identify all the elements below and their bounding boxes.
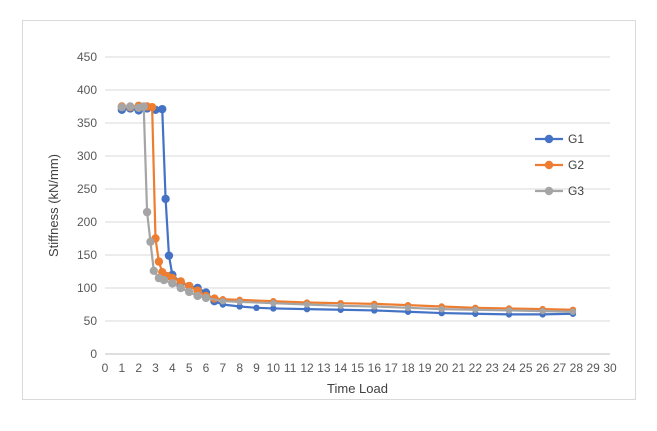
legend-marker [544, 134, 554, 144]
data-point [184, 287, 194, 297]
y-tick-label: 0 [90, 347, 97, 361]
data-point [193, 291, 202, 301]
data-point [270, 299, 277, 307]
data-point [176, 283, 185, 293]
y-tick-label: 450 [77, 50, 97, 64]
x-tick-label: 24 [502, 361, 516, 375]
x-tick-label: 20 [435, 361, 449, 375]
data-point [472, 306, 479, 313]
x-tick-label: 4 [169, 361, 176, 375]
data-point [149, 266, 159, 276]
data-point [164, 251, 174, 260]
data-point [139, 102, 148, 111]
data-point [236, 298, 243, 306]
series-layer [117, 101, 577, 318]
x-tick-label: 0 [102, 361, 109, 375]
y-tick-label: 100 [77, 281, 97, 295]
x-tick-label: 19 [418, 361, 432, 375]
grid-layer [105, 56, 610, 355]
x-tick-label: 25 [519, 361, 533, 375]
data-point [147, 102, 157, 112]
x-tick-label: 28 [570, 361, 584, 375]
x-tick-label: 27 [553, 361, 567, 375]
legend-item-g2: G2 [535, 158, 584, 172]
x-tick-label: 10 [267, 361, 281, 375]
data-point [146, 237, 155, 246]
legend-item-g3: G3 [535, 184, 584, 198]
series-line [121, 104, 573, 311]
x-tick-label: 9 [253, 361, 260, 375]
data-point [569, 308, 577, 315]
data-point [154, 257, 164, 266]
data-point [253, 304, 260, 311]
x-tick-label: 3 [152, 361, 159, 375]
data-point [539, 307, 546, 315]
data-point [303, 301, 311, 308]
data-point [371, 303, 378, 310]
x-tick-label: 30 [603, 361, 617, 375]
x-axis-title: Time Load [327, 381, 388, 396]
x-tick-label: 12 [300, 361, 314, 375]
x-tick-label: 17 [384, 361, 398, 375]
y-tick-label: 350 [77, 116, 97, 130]
x-tick-label: 26 [536, 361, 550, 375]
legend-label: G2 [568, 158, 584, 172]
x-tick-label: 15 [351, 361, 365, 375]
data-point [176, 277, 185, 286]
y-axis-title: Stiffness (kN/mm) [46, 154, 61, 257]
x-tick-labels: 0 1 2 3 4 5 6 7 8 9 10 11 12 13 14 15 16 17 18 19 20 21 22 23 24… [102, 361, 617, 375]
x-tick-label: 8 [236, 361, 243, 375]
legend-label: G3 [568, 184, 584, 198]
y-tick-label: 400 [77, 83, 97, 97]
y-tick-label: 250 [77, 182, 97, 196]
data-point [161, 194, 170, 204]
series-line [121, 105, 573, 313]
data-point [505, 307, 513, 314]
data-point [117, 102, 127, 112]
data-point [158, 104, 167, 114]
data-point [303, 305, 311, 313]
legend-label: G1 [568, 132, 584, 146]
y-tick-labels: 0 50 100 150 200 250 300 350 400 450 [77, 50, 97, 361]
x-tick-label: 5 [186, 361, 193, 375]
x-tick-label: 22 [469, 361, 483, 375]
legend-marker [544, 186, 554, 196]
data-point [236, 303, 243, 310]
x-tick-label: 18 [401, 361, 415, 375]
x-tick-label: 6 [203, 361, 210, 375]
data-point [438, 305, 445, 313]
legend-marker [544, 160, 554, 170]
x-tick-label: 2 [135, 361, 142, 375]
y-tick-label: 200 [77, 215, 97, 229]
legend: G1 G2 G3 [535, 132, 584, 198]
x-tick-label: 11 [284, 361, 297, 375]
legend-item-g1: G1 [535, 132, 584, 146]
x-tick-label: 29 [586, 361, 600, 375]
x-tick-label: 1 [118, 361, 125, 375]
y-tick-label: 50 [84, 314, 98, 328]
data-point [201, 293, 211, 303]
series-g2 [117, 101, 577, 313]
x-tick-label: 13 [317, 361, 331, 375]
data-point [184, 281, 194, 291]
y-tick-label: 150 [77, 248, 97, 262]
data-point [219, 298, 227, 305]
series-g3 [117, 102, 577, 315]
x-tick-label: 14 [334, 361, 348, 375]
x-tick-label: 7 [219, 361, 226, 375]
y-tick-label: 300 [77, 149, 97, 163]
data-point [142, 207, 152, 217]
x-tick-label: 23 [485, 361, 499, 375]
data-point [404, 304, 412, 311]
data-point [270, 305, 277, 312]
chart-frame [22, 20, 636, 400]
data-point [159, 275, 169, 285]
x-tick-label: 21 [452, 361, 466, 375]
x-tick-label: 16 [368, 361, 382, 375]
data-point [126, 102, 135, 111]
data-point [337, 302, 344, 310]
data-point [168, 279, 177, 288]
